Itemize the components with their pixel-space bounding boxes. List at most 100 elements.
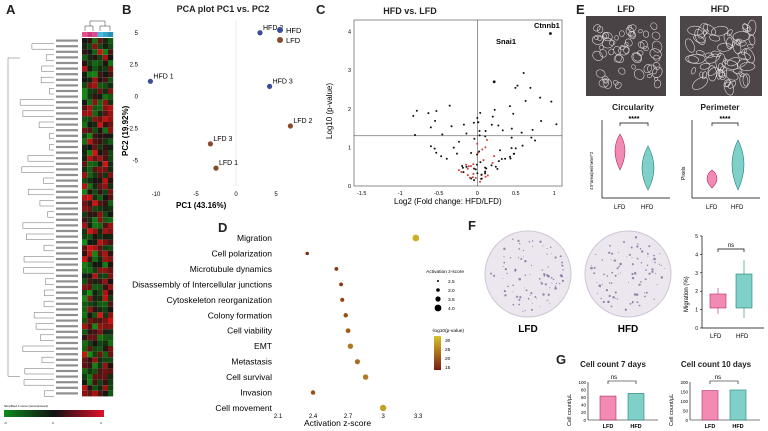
migrated-cell	[539, 240, 542, 243]
heatmap-dendrogram	[7, 20, 111, 397]
cell-outline	[653, 61, 661, 70]
heatmap-cell	[82, 301, 88, 307]
heatmap-cell	[97, 239, 103, 246]
heatmap-cell	[87, 189, 93, 195]
migrated-cell	[591, 265, 592, 266]
migrated-cell	[647, 255, 649, 257]
dotplot-term-label: Disassembly of Intercellular junctions	[132, 279, 272, 289]
migrated-cell	[638, 304, 641, 307]
heatmap-cell	[92, 144, 98, 150]
cell-outline	[733, 68, 743, 74]
heatmap-row-label	[56, 162, 78, 165]
volcano-point	[490, 123, 493, 126]
heatmap-cell	[92, 194, 98, 201]
volcano-point	[491, 161, 494, 164]
heatmap-cell	[92, 334, 98, 341]
heatmap-cell	[97, 351, 103, 358]
perimeter-group: HFD	[731, 205, 744, 211]
heatmap-cell	[92, 133, 98, 139]
dotplot-dot	[305, 251, 309, 256]
cell-outline	[748, 34, 756, 46]
migrated-cell	[611, 271, 614, 274]
migrated-cell	[608, 294, 611, 298]
heatmap-column-annotation	[92, 32, 98, 37]
heatmap-cell	[102, 110, 108, 117]
circularity-sig: ****	[629, 116, 640, 123]
heatmap-cell	[97, 217, 103, 223]
heatmap-cell	[97, 150, 103, 156]
heatmap-row-label	[56, 291, 78, 294]
cell-outline	[699, 71, 704, 79]
heatmap-cell	[97, 82, 103, 89]
migrated-cell	[561, 264, 563, 266]
migrated-cell	[628, 253, 631, 256]
bar-ytick: 100	[578, 380, 586, 385]
migration-ytick: 1	[695, 308, 698, 314]
migrated-cell	[624, 308, 627, 311]
f-well-images: LFD HFD	[484, 230, 672, 335]
volcano-point	[555, 123, 558, 126]
migrated-cell	[640, 281, 642, 283]
cell-outline	[598, 44, 604, 51]
volcano-point	[427, 112, 430, 115]
heatmap-cell	[108, 206, 114, 212]
g10-title: Cell count 10 days	[680, 360, 752, 369]
heatmap-row-label	[56, 364, 78, 367]
dotplot-term-label: Invasion	[240, 388, 272, 398]
migrated-cell	[644, 292, 646, 294]
heatmap-cell	[97, 357, 103, 363]
heatmap-cell	[97, 110, 103, 117]
volcano-point	[478, 134, 481, 137]
heatmap-cell	[87, 351, 93, 358]
migrated-cell	[635, 293, 639, 296]
heatmap-cell	[108, 357, 114, 363]
heatmap-cell	[87, 239, 93, 246]
heatmap-cell	[82, 88, 88, 94]
volcano-point	[550, 100, 553, 103]
volcano-point	[472, 172, 475, 175]
volcano-point	[484, 146, 487, 149]
migrated-cell	[644, 278, 647, 281]
volcano-ytick: 0	[348, 184, 351, 190]
heatmap-cell	[97, 222, 103, 229]
volcano-point	[484, 129, 487, 132]
heatmap-cell	[92, 323, 98, 330]
volcano-point	[462, 123, 465, 126]
volcano-point	[510, 136, 513, 139]
heatmap-row-label	[56, 112, 78, 115]
cell-outline	[625, 26, 635, 37]
cell-outline	[691, 67, 697, 75]
heatmap-cell	[97, 256, 103, 262]
heatmap-cell	[97, 77, 103, 83]
volcano-point	[470, 151, 473, 154]
migrated-cell	[664, 268, 666, 269]
heatmap-cell	[92, 267, 98, 274]
heatmap-cell	[92, 362, 98, 369]
heatmap-cell	[87, 262, 93, 268]
volcano-point	[457, 140, 460, 143]
migrated-cell	[618, 252, 620, 254]
circularity-violin-hfd	[641, 145, 655, 191]
heatmap-cell	[82, 94, 88, 100]
heatmap-row-label	[56, 39, 78, 42]
volcano-point	[433, 147, 436, 150]
cell-outline	[710, 50, 722, 58]
pca-ytick: 5	[135, 31, 139, 37]
heatmap-row-label	[56, 134, 78, 137]
volcano-point	[496, 167, 499, 170]
migrated-cell	[539, 305, 541, 307]
heatmap-cell	[92, 71, 98, 78]
pca-xtick: -10	[152, 192, 161, 198]
volcano-point	[471, 176, 474, 179]
bar-category-label: HFD	[732, 424, 743, 430]
heatmap-cell	[82, 290, 88, 296]
cell-outline	[637, 50, 644, 56]
heatmap-row-label	[56, 173, 78, 177]
heatmap-cell	[82, 206, 88, 212]
heatmap-row-label	[56, 347, 78, 350]
cell-outline	[699, 63, 711, 70]
heatmap-cell	[92, 250, 98, 257]
color-legend-tick: 20	[445, 356, 451, 362]
heatmap-cell	[92, 374, 98, 380]
bar-ytick: 20	[581, 410, 587, 415]
